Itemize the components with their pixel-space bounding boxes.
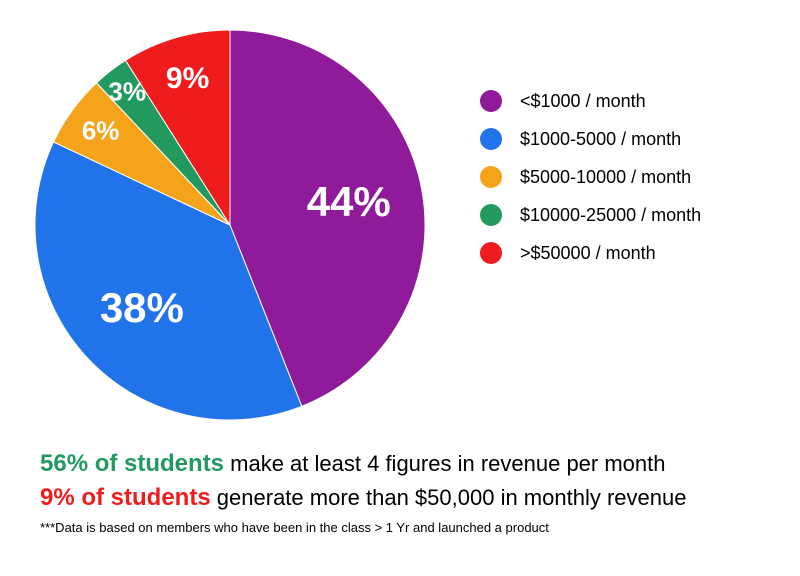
legend-label-1: $1000-5000 / month: [520, 129, 681, 150]
legend-label-3: $10000-25000 / month: [520, 205, 701, 226]
legend-label-2: $5000-10000 / month: [520, 167, 691, 188]
legend-item-4: >$50000 / month: [480, 242, 701, 264]
legend-swatch-3: [480, 204, 502, 226]
callout-rest-0: make at least 4 figures in revenue per m…: [224, 451, 665, 476]
legend: <$1000 / month $1000-5000 / month $5000-10…: [480, 90, 701, 280]
callout-rest-1: generate more than $50,000 in monthly re…: [211, 485, 687, 510]
callout-line-0: 56% of students make at least 4 figures …: [40, 450, 760, 478]
legend-swatch-0: [480, 90, 502, 112]
legend-swatch-2: [480, 166, 502, 188]
callout-line-1: 9% of students generate more than $50,00…: [40, 484, 760, 512]
legend-label-4: >$50000 / month: [520, 243, 656, 264]
legend-swatch-4: [480, 242, 502, 264]
callouts: 56% of students make at least 4 figures …: [40, 450, 760, 535]
legend-item-2: $5000-10000 / month: [480, 166, 701, 188]
pie-svg: [30, 25, 430, 425]
legend-item-1: $1000-5000 / month: [480, 128, 701, 150]
legend-swatch-1: [480, 128, 502, 150]
callout-emph-1: 9% of students: [40, 484, 211, 511]
pie-chart: 44%38%6%3%9%: [30, 25, 430, 425]
callout-emph-0: 56% of students: [40, 450, 224, 477]
legend-item-3: $10000-25000 / month: [480, 204, 701, 226]
footnote: ***Data is based on members who have bee…: [40, 520, 760, 535]
legend-label-0: <$1000 / month: [520, 91, 646, 112]
legend-item-0: <$1000 / month: [480, 90, 701, 112]
